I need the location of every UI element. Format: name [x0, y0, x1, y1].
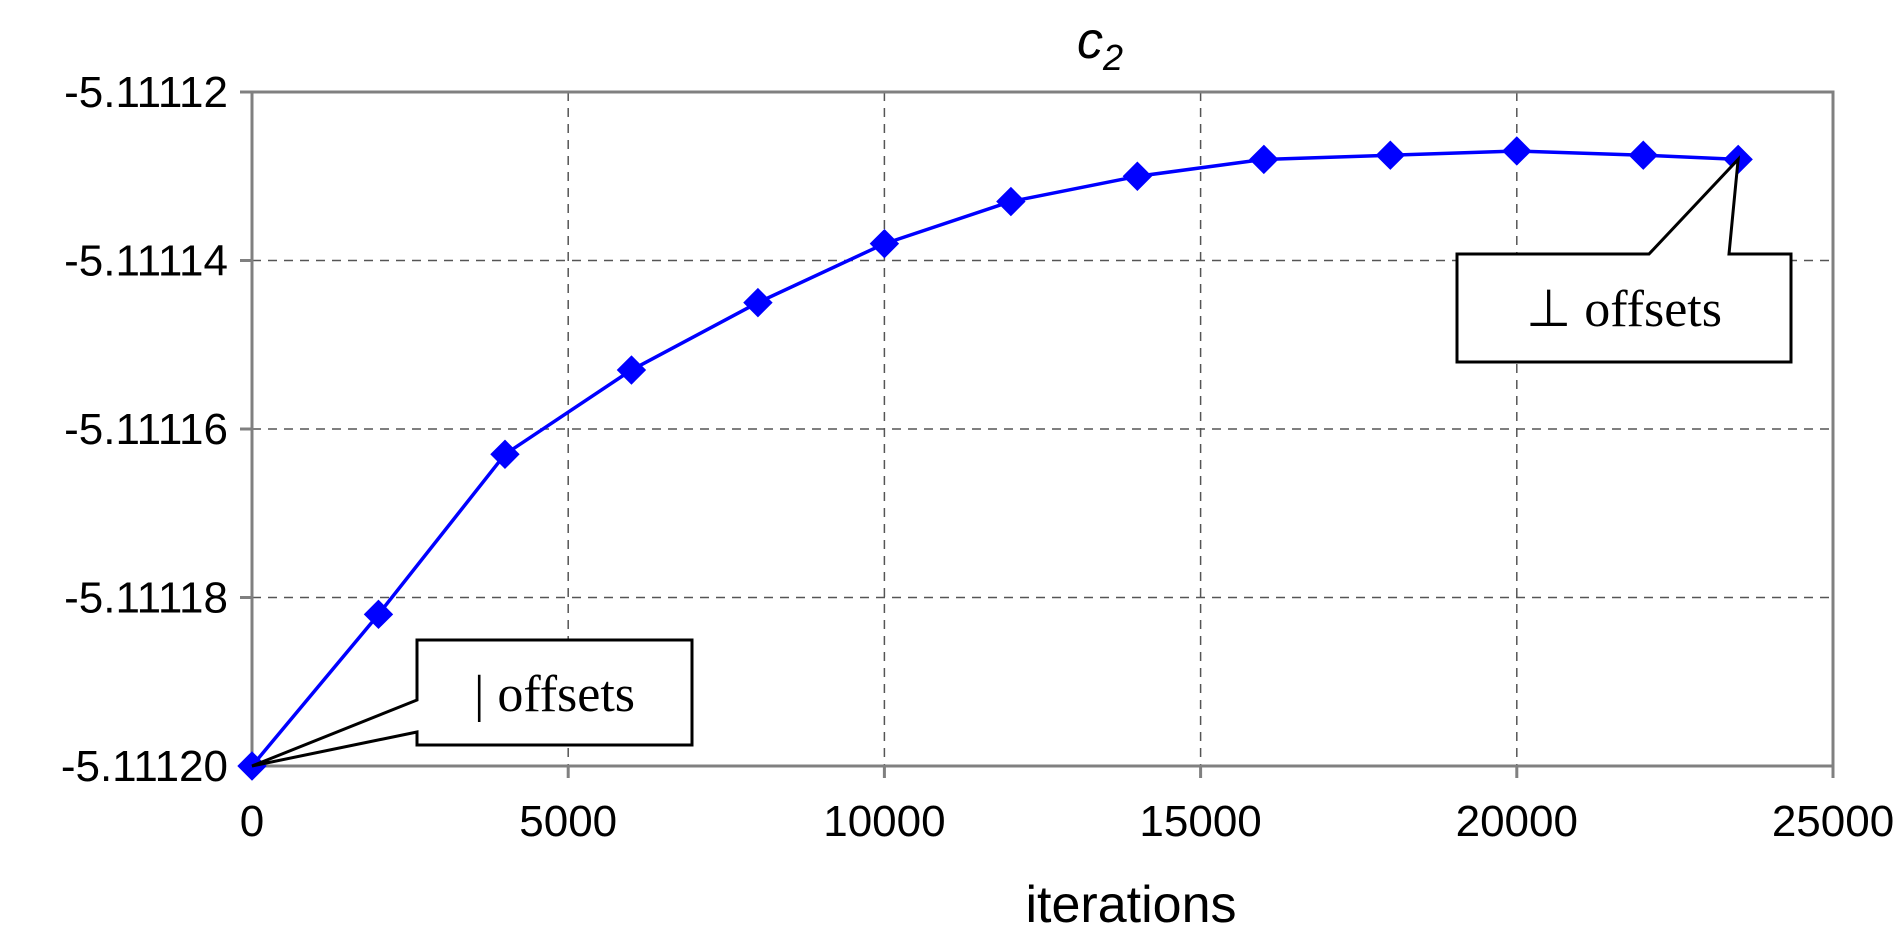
- chart-title: c2: [1077, 12, 1123, 78]
- y-tick-label: -5.11114: [64, 237, 228, 286]
- data-point-marker: [1122, 161, 1153, 191]
- y-tick-label: -5.11112: [64, 68, 228, 117]
- data-point-marker: [616, 355, 647, 385]
- data-point-marker: [1375, 140, 1406, 170]
- data-point-marker: [1502, 136, 1532, 166]
- data-point-marker: [363, 599, 394, 630]
- x-tick-label: 10000: [823, 797, 945, 846]
- callout-label-right: ⊥ offsets: [1526, 281, 1722, 338]
- x-tick-label: 5000: [519, 797, 617, 846]
- data-point-marker: [1628, 140, 1658, 170]
- y-tick-label: -5.11120: [61, 742, 228, 791]
- x-tick-label: 0: [240, 797, 264, 846]
- grid: [252, 92, 1833, 766]
- callout-box-left: [251, 638, 694, 768]
- y-tick-label: -5.11118: [64, 574, 228, 623]
- data-point-marker: [490, 439, 520, 469]
- y-tick-label: -5.11116: [64, 405, 228, 454]
- data-point-marker: [869, 228, 900, 259]
- x-tick-label: 25000: [1772, 797, 1894, 846]
- callout-box-right: [1455, 155, 1793, 364]
- chart-title-subscript: 2: [1102, 37, 1123, 78]
- axes: 0 5000 10000 15000 20000 25000 -5.11120 -5.1111…: [61, 68, 1894, 846]
- data-point-marker: [996, 186, 1026, 217]
- callout-label-left: | offsets: [474, 666, 635, 723]
- data-point-marker: [743, 287, 773, 318]
- callouts: | offsets ⊥ offsets: [251, 155, 1793, 768]
- data-point-marker: [1249, 144, 1279, 175]
- chart-title-main: c: [1077, 12, 1103, 70]
- x-tick-label: 15000: [1139, 797, 1261, 846]
- data-series: [237, 136, 1753, 781]
- x-axis-title: iterations: [1026, 876, 1237, 934]
- x-tick-label: 20000: [1456, 797, 1578, 846]
